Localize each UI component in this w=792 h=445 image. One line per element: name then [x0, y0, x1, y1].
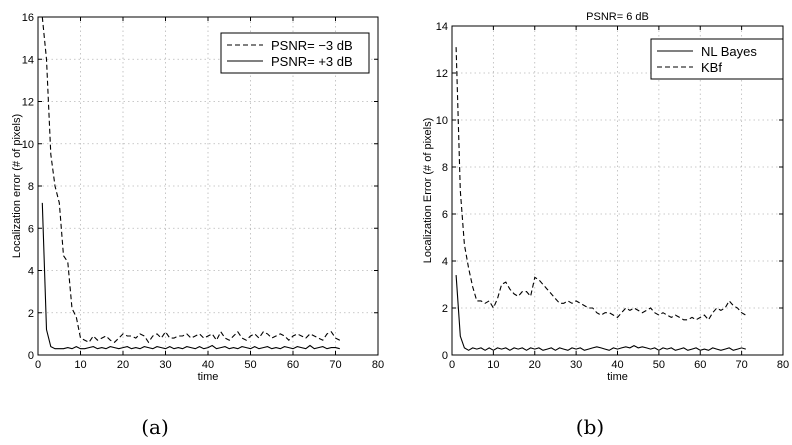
series-group — [41, 17, 341, 350]
series-line — [41, 17, 341, 344]
y-tick-label: 8 — [28, 181, 34, 193]
x-tick-label: 70 — [736, 359, 748, 371]
panel-a: 0 10 20 30 40 50 60 70 80 0 2 4 6 8 10 12 14 16 time Locali… — [11, 12, 384, 439]
x-tick-label: 40 — [611, 359, 623, 371]
legend-label: PSNR= −3 dB — [271, 38, 353, 53]
legend-box — [220, 32, 370, 74]
panel-caption: (a) — [141, 415, 169, 439]
y-tick-label: 14 — [436, 21, 448, 33]
x-tick-label: 80 — [372, 359, 384, 371]
x-tick-label: 60 — [694, 359, 706, 371]
y-axis-label: Localization error (# of pixels) — [11, 114, 23, 258]
y-tick-label: 4 — [28, 266, 34, 278]
y-axis-label: Localization Error (# of pixels) — [422, 118, 434, 264]
y-tick-label: 2 — [28, 308, 34, 320]
legend-box — [650, 38, 784, 80]
y-tick-label: 4 — [442, 256, 448, 268]
x-axis-label: time — [607, 371, 628, 383]
y-tick-label: 14 — [22, 54, 34, 66]
x-tick-label: 30 — [570, 359, 582, 371]
x-tick-label: 10 — [487, 359, 499, 371]
panel-b: 0 10 20 30 40 50 60 70 80 0 2 4 6 8 10 12 14 time Localiza… — [422, 11, 789, 439]
y-tick-label: 0 — [442, 350, 448, 362]
x-tick-label: 60 — [287, 359, 299, 371]
y-tick-label: 12 — [436, 68, 448, 80]
x-tick-label: 50 — [653, 359, 665, 371]
y-tick-label: 0 — [28, 350, 34, 362]
y-tick-label: 6 — [28, 223, 34, 235]
series-line — [41, 202, 340, 350]
y-tick-label: 2 — [442, 303, 448, 315]
x-tick-label: 40 — [202, 359, 214, 371]
legend-label: KBf — [701, 60, 722, 75]
x-tick-label: 80 — [777, 359, 789, 371]
x-tick-label: 30 — [159, 359, 171, 371]
x-tick-label: 10 — [74, 359, 86, 371]
series-line — [455, 47, 747, 321]
x-tick-label: 50 — [244, 359, 256, 371]
legend-label: PSNR= +3 dB — [271, 54, 353, 69]
x-tick-label: 70 — [329, 359, 341, 371]
series-group — [455, 47, 747, 351]
y-tick-label: 10 — [436, 115, 448, 127]
y-tick-label: 6 — [442, 209, 448, 221]
chart-title: PSNR= 6 dB — [586, 11, 649, 23]
x-tick-label: 20 — [529, 359, 541, 371]
y-tick-label: 12 — [22, 97, 34, 109]
y-tick-label: 10 — [22, 139, 34, 151]
y-tick-label: 16 — [22, 12, 34, 24]
y-tick-label: 8 — [442, 162, 448, 174]
x-tick-label: 20 — [117, 359, 129, 371]
x-axis-label: time — [198, 371, 219, 383]
x-tick-label: 0 — [449, 359, 455, 371]
x-tick-label: 0 — [35, 359, 41, 371]
panel-caption: (b) — [576, 415, 604, 439]
series-line — [455, 275, 746, 351]
legend-label: NL Bayes — [701, 44, 757, 59]
